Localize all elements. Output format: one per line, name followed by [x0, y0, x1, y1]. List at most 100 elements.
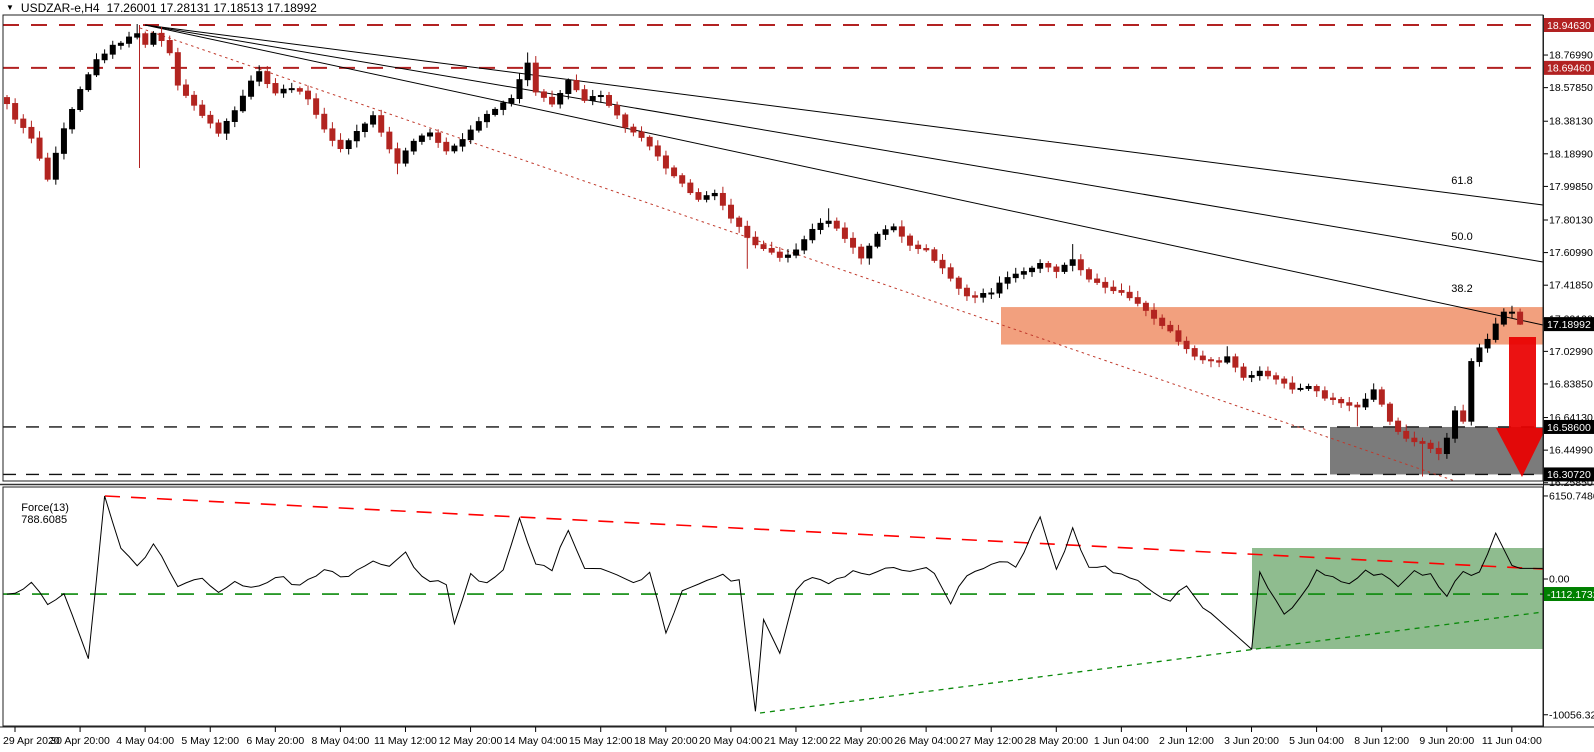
candle-body [361, 123, 368, 133]
fib-fan-ray-61.8[interactable] [144, 24, 1544, 206]
candle-body [1199, 355, 1206, 361]
time-tick-label: 4 May 04:00 [116, 735, 174, 747]
candle-body [101, 53, 108, 61]
force-panel [3, 495, 1544, 714]
axis-tick-label: 17.02990 [1549, 346, 1593, 358]
chart-symbol-timeframe: USDZAR-e,H4 [20, 0, 100, 15]
descending-trendline[interactable] [139, 27, 1456, 482]
candle-body [1378, 389, 1385, 405]
candle-body [191, 94, 198, 106]
trend-objects: 61.8 50.0 38.2 [139, 24, 1544, 482]
candle-body [695, 192, 702, 200]
price-axis: 18.76990 18.57850 18.38130 18.18990 17.99850… [1543, 18, 1594, 721]
axis-tick-label: 17.80130 [1549, 214, 1593, 226]
candle-body [841, 227, 848, 239]
indicator-name: Force(13) [21, 502, 69, 514]
fib-fan-label: 50.0 [1451, 231, 1472, 243]
time-tick-label: 28 May 20:00 [1024, 735, 1088, 747]
candle-body [833, 220, 840, 229]
time-tick-label: 20 May 04:00 [699, 735, 763, 747]
candle-body [1313, 386, 1320, 392]
candle-body [1110, 286, 1117, 292]
fib-fan-ray-50.0[interactable] [144, 24, 1544, 263]
axis-tick-label: 17.60990 [1549, 247, 1593, 259]
candle-body [1370, 389, 1377, 400]
indicator-value: 788.6085 [21, 514, 68, 526]
force-rising-trendline[interactable] [759, 611, 1544, 714]
candle-body [752, 236, 759, 246]
candle-body [939, 259, 946, 269]
sell-arrow-icon[interactable] [1496, 337, 1546, 477]
candle-body [1069, 259, 1076, 266]
candle-body [1395, 420, 1402, 432]
time-tick-label: 22 May 20:00 [829, 735, 893, 747]
candle-body [1159, 317, 1166, 326]
candle-body [207, 114, 214, 124]
candle-body [1045, 263, 1052, 268]
candle-body [1435, 447, 1442, 455]
candle-body [728, 204, 735, 219]
candle-body [760, 244, 767, 249]
level-price-label: 17.18992 [1547, 319, 1591, 331]
candle-body [296, 88, 303, 92]
candle-body [996, 282, 1003, 294]
candle-body [1085, 269, 1092, 280]
resistance-price-label-bg [1544, 18, 1594, 32]
fib-fan-ray-38.2[interactable] [144, 24, 1544, 326]
candle-body [565, 80, 572, 94]
resistance-price-label: 18.69460 [1547, 63, 1591, 75]
time-tick-label: 21 May 12:00 [764, 735, 828, 747]
candle-body [1151, 309, 1158, 319]
indicator-label: Force(13) 788.6085 [9, 490, 69, 538]
candle-body [223, 120, 230, 134]
time-tick-label: 11 May 12:00 [374, 735, 437, 747]
candle-body [687, 182, 694, 194]
candle-body [272, 83, 279, 94]
candle-body [321, 113, 328, 130]
resistance-price-label: 18.94630 [1547, 20, 1591, 32]
candle-body [329, 128, 336, 141]
candle-body [573, 80, 580, 91]
force-falling-trendline[interactable] [104, 495, 1544, 570]
candle-body [719, 192, 726, 206]
candle-body [817, 222, 824, 230]
time-tick-label: 9 Jun 20:00 [1419, 735, 1474, 747]
candle-body [1216, 360, 1223, 363]
candle-body [549, 96, 556, 105]
time-tick-label: 14 May 04:00 [504, 735, 568, 747]
candle-body [410, 140, 417, 152]
candle-body [597, 95, 604, 98]
candle-body [1224, 356, 1231, 363]
candle-body [972, 295, 979, 298]
candle-body [174, 52, 181, 86]
candle-body [662, 155, 669, 169]
candle-body [239, 95, 246, 112]
candle-body [475, 121, 482, 131]
time-tick-label: 8 Jun 12:00 [1354, 735, 1409, 747]
time-tick-label: 5 Jun 04:00 [1289, 735, 1344, 747]
time-tick-label: 8 May 04:00 [312, 735, 370, 747]
candle-body [378, 115, 385, 133]
candle-body [4, 97, 10, 105]
candle-body [1134, 297, 1141, 304]
candle-body [703, 195, 710, 200]
candle-body [459, 139, 466, 147]
candle-body [809, 228, 816, 241]
time-tick-label: 26 May 04:00 [894, 735, 958, 747]
candle-body [443, 141, 450, 152]
time-tick-label: 3 Jun 20:00 [1224, 735, 1279, 747]
candle-body [1240, 366, 1247, 378]
candle-body [1419, 441, 1426, 444]
axis-tick-label: 17.41850 [1549, 280, 1593, 292]
level-price-label: 16.30720 [1547, 469, 1591, 481]
candle-body [540, 91, 547, 98]
candle-body [671, 167, 678, 177]
time-tick-label: 18 May 20:00 [634, 735, 698, 747]
symbol-dropdown-icon[interactable]: ▼ [6, 2, 14, 12]
force-level-label: -1112.1732 [1547, 589, 1594, 601]
candle-body [93, 59, 100, 76]
candle-body [1167, 324, 1174, 332]
force-indicator-line [6, 495, 1543, 712]
candle-body [776, 251, 783, 258]
